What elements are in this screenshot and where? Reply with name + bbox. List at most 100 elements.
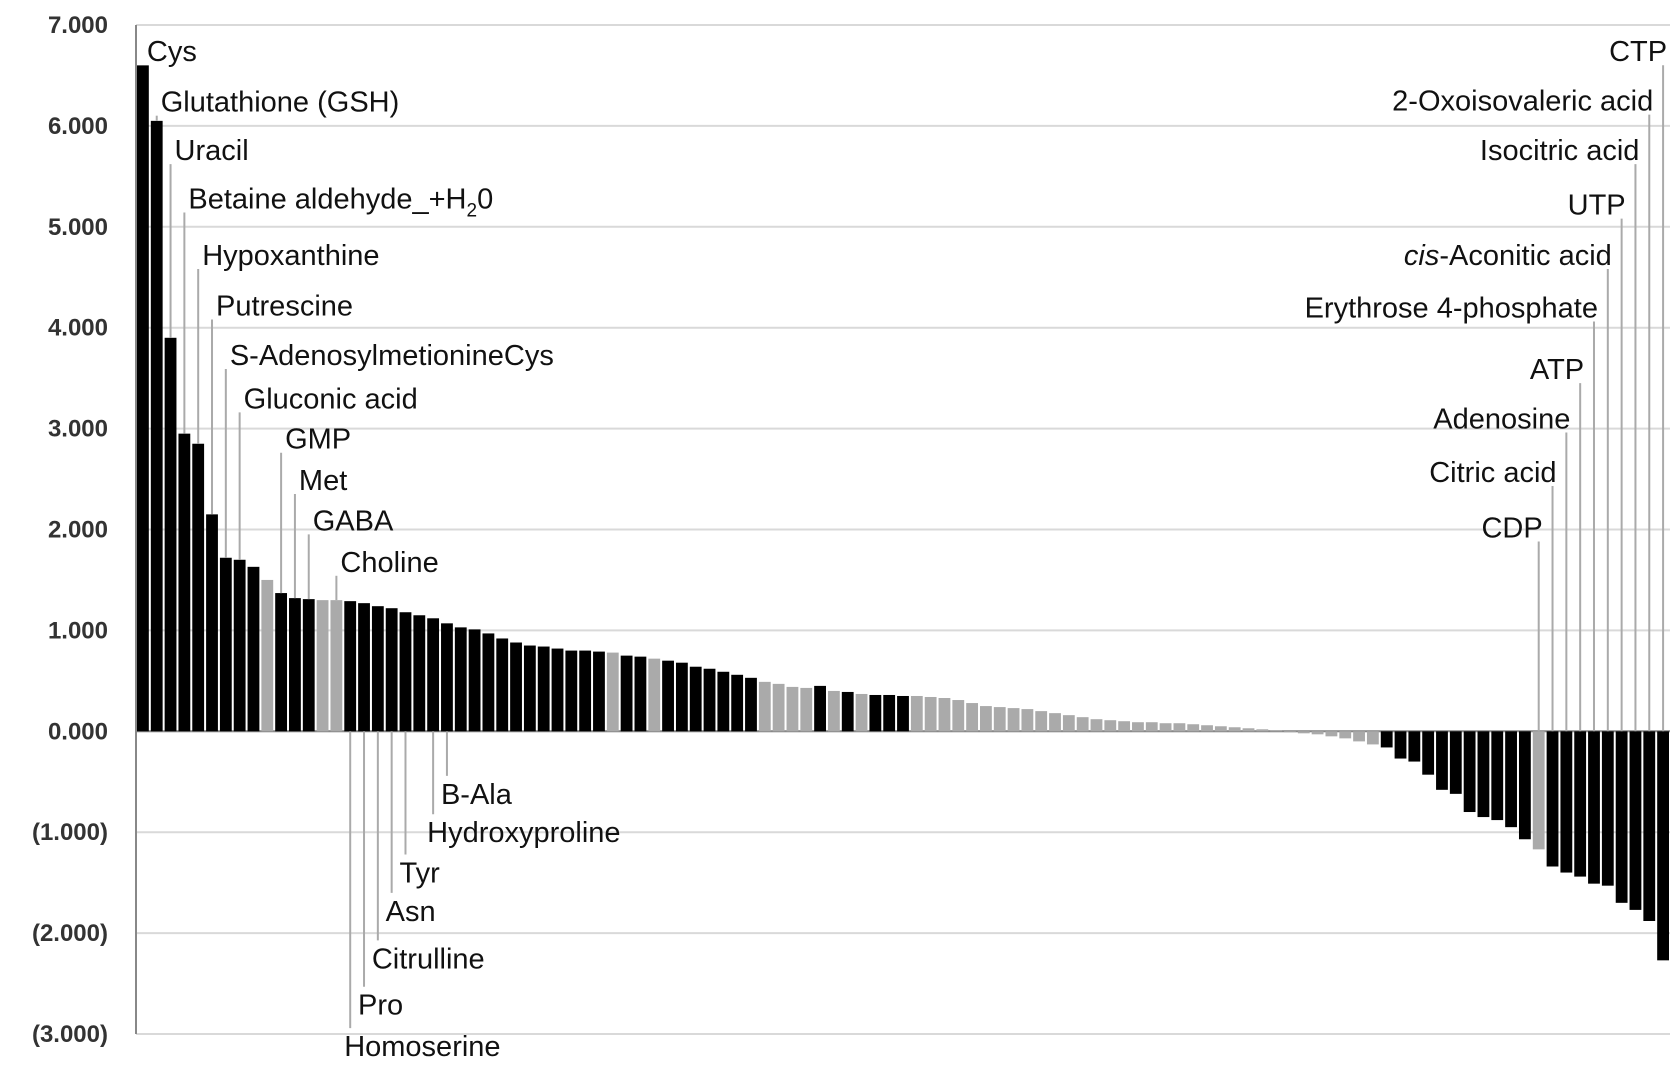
bar (1256, 729, 1269, 732)
annotation-label: Adenosine (1433, 404, 1570, 436)
bar (897, 695, 909, 732)
y-tick-label: 4.000 (48, 315, 108, 342)
bar (758, 681, 771, 732)
bar (634, 656, 647, 732)
bar (358, 603, 370, 732)
bar (1076, 717, 1089, 732)
bar (1090, 719, 1103, 732)
bar (1297, 731, 1310, 734)
bar (150, 120, 163, 732)
bar (745, 677, 757, 732)
bar (233, 559, 246, 732)
bar (468, 629, 481, 732)
annotation-label: S-AdenosylmetionineCys (230, 340, 554, 372)
bar (1187, 724, 1200, 732)
annotation-label: CTP (1609, 36, 1667, 68)
y-tick-label: (1.000) (32, 819, 108, 846)
annotation-label: CDP (1481, 512, 1542, 544)
annotation-label: B-Ala (441, 779, 513, 811)
bar (1505, 731, 1517, 828)
bar (1532, 731, 1545, 850)
bar (1615, 731, 1628, 903)
annotation-label: Asn (386, 896, 436, 928)
bar (717, 671, 730, 732)
y-tick-label: 5.000 (48, 214, 108, 241)
bar (924, 696, 937, 732)
bar (814, 685, 826, 732)
bar (1394, 731, 1407, 759)
bar (219, 557, 232, 732)
bar (178, 433, 191, 732)
bar (980, 706, 992, 732)
bar (827, 690, 840, 732)
bar (1449, 731, 1462, 794)
bar (1408, 731, 1421, 762)
bar (385, 608, 398, 732)
annotation-label: Uracil (175, 135, 249, 167)
bar (1588, 731, 1600, 884)
annotation-label: cis-Aconitic acid (1404, 240, 1612, 272)
bar (938, 698, 951, 732)
bar (427, 618, 440, 732)
annotation-label: Glutathione (GSH) (161, 87, 400, 119)
bars (137, 65, 1669, 961)
bar (1643, 731, 1656, 921)
bar (523, 645, 536, 732)
bar (786, 686, 799, 732)
annotation-label: Tyr (399, 858, 440, 890)
bar (1214, 726, 1227, 732)
annotation-label: Met (299, 465, 347, 497)
bar (1491, 731, 1504, 821)
bar (689, 666, 702, 732)
bar (537, 646, 550, 732)
bar (1118, 721, 1131, 732)
annotation-label: Hypoxanthine (202, 240, 379, 272)
bar (302, 599, 315, 732)
bar (316, 600, 329, 732)
annotation-label: Pro (358, 990, 403, 1022)
annotation-label: 2-Oxoisovaleric acid (1392, 86, 1653, 118)
bar (966, 703, 979, 732)
bar (1035, 711, 1048, 732)
bar (1021, 709, 1034, 732)
bar (910, 695, 923, 732)
bar (247, 566, 260, 732)
bar (1366, 731, 1379, 745)
bar (441, 623, 453, 732)
bar (192, 443, 205, 732)
y-axis-tick-labels: 7.000 6.000 5.000 4.000 3.000 2.000 1.000 0.000… (32, 12, 108, 1048)
annotation-label: Erythrose 4-phosphate (1305, 293, 1598, 325)
bar (1629, 731, 1642, 910)
bar (1546, 731, 1559, 867)
annotation-label: Gluconic acid (244, 383, 418, 415)
bar (1284, 731, 1296, 733)
bar (1353, 731, 1365, 742)
bar (1560, 731, 1573, 873)
bar (482, 633, 495, 732)
bar (869, 694, 882, 732)
annotation-label: Betaine aldehyde_+H20 (188, 184, 493, 222)
bar (510, 642, 522, 732)
y-tick-label: (2.000) (32, 920, 108, 947)
bar (164, 337, 177, 732)
annotation-labels: Cys Glutathione (GSH) Uracil Betaine aldehy… (147, 36, 1667, 1063)
bar (662, 660, 674, 732)
bar (1049, 713, 1061, 732)
bar (1325, 731, 1338, 737)
y-tick-label: 6.000 (48, 113, 108, 140)
bar (993, 707, 1006, 732)
bar (883, 694, 896, 732)
bar (1007, 708, 1020, 732)
annotation-label: Cys (147, 36, 197, 68)
bar (1062, 715, 1075, 732)
bar (841, 691, 854, 732)
bar (1477, 731, 1490, 818)
bar (1574, 731, 1587, 877)
bar (800, 687, 813, 732)
y-tick-label: (3.000) (32, 1021, 108, 1048)
bar (606, 652, 619, 732)
bar (1270, 730, 1283, 732)
bar (371, 606, 384, 732)
bar (206, 514, 218, 732)
